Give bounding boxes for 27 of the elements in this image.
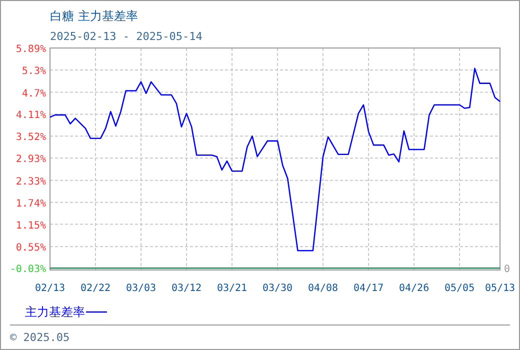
y-tick-label: 4.7% xyxy=(22,88,46,100)
x-tick-label: 04/08 xyxy=(308,283,338,294)
y-tick-label: 5.89% xyxy=(16,44,46,55)
legend-label: 主力基差率 xyxy=(25,305,85,319)
y-tick-label: 1.15% xyxy=(16,220,46,232)
y-tick-label: 4.11% xyxy=(16,110,46,122)
y-tick-label: -0.03% xyxy=(10,264,46,276)
y-tick-label: 0.55% xyxy=(16,242,46,254)
y-tick-label: 3.52% xyxy=(16,132,46,144)
ref-line-label: 0 xyxy=(504,264,510,276)
x-tick-label: 04/17 xyxy=(353,283,384,294)
x-tick-label: 05/13 xyxy=(484,283,516,294)
y-tick-label: 2.33% xyxy=(16,176,46,188)
y-tick-label: 5.3% xyxy=(22,66,46,77)
y-tick-label: 2.93% xyxy=(16,154,46,166)
x-tick-label: 05/05 xyxy=(444,283,475,294)
x-tick-label: 03/30 xyxy=(262,283,293,294)
x-tick-label: 03/21 xyxy=(216,283,248,294)
y-tick-label: 1.74% xyxy=(16,198,46,210)
subtitle: 2025-02-13 - 2025-05-14 xyxy=(50,30,202,43)
title: 白糖 主力基差率 xyxy=(50,9,138,23)
x-tick-label: 04/26 xyxy=(398,283,430,294)
x-tick-label: 02/22 xyxy=(80,283,111,294)
x-tick-label: 03/12 xyxy=(171,283,202,294)
x-tick-label: 02/13 xyxy=(34,283,66,294)
x-tick-label: 03/03 xyxy=(126,283,156,294)
text: © 2025.05 xyxy=(10,331,70,344)
